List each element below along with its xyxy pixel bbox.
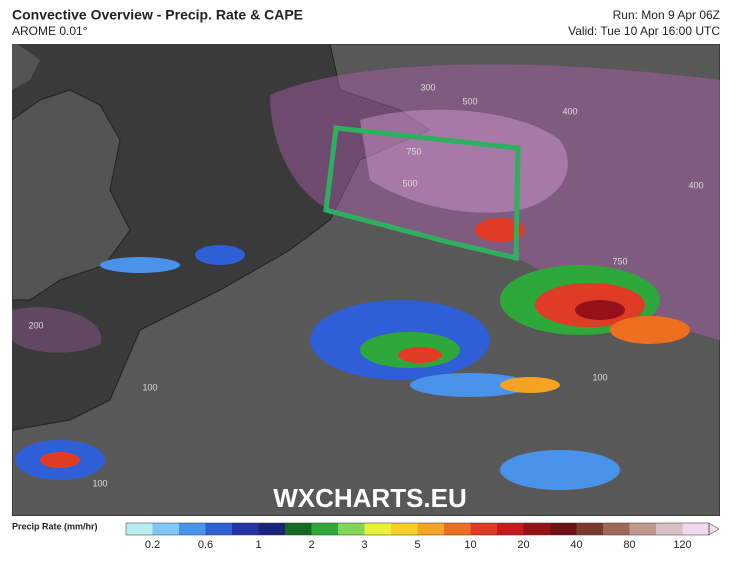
colorbar-tick-label: 0.2 <box>145 539 160 551</box>
contour-label: 100 <box>142 382 157 392</box>
colorbar-tick-label: 80 <box>623 539 635 551</box>
risk-box <box>323 125 521 262</box>
colorbar-tick-label: 120 <box>673 539 691 551</box>
colorbar-tick-label: 20 <box>517 539 529 551</box>
precip <box>15 218 690 490</box>
colorbar-swatch <box>205 523 233 535</box>
colorbar-swatch <box>470 523 498 535</box>
contour-label: 100 <box>92 478 107 488</box>
land <box>12 89 131 301</box>
colorbar-swatch <box>444 523 471 535</box>
colorbar-tick-label: 10 <box>464 539 476 551</box>
colorbar-swatch <box>311 523 339 535</box>
colorbar-swatch <box>550 523 577 535</box>
colorbar-tick-label: 2 <box>308 539 314 551</box>
colorbar-swatch <box>576 523 604 535</box>
contour-label: 500 <box>402 178 417 188</box>
model: AROME 0.01° <box>12 24 88 38</box>
colorbar-swatch <box>682 523 710 535</box>
colorbar: 0.2 0.6 1 2 3 5 10 20 40 80 120 <box>125 522 720 551</box>
valid: Valid: Tue 10 Apr 16:00 UTC <box>568 24 720 38</box>
colorbar-swatch <box>232 523 259 535</box>
colorbar-swatch <box>417 523 445 535</box>
colorbar-swatch <box>126 523 153 535</box>
colorbar-label: Precip Rate (mm/hr) <box>12 521 98 531</box>
colorbar-swatch <box>391 523 418 535</box>
contour-label: 300 <box>420 82 435 92</box>
contour-label: 750 <box>612 256 627 266</box>
contour-label: 400 <box>562 106 577 116</box>
colorbar-swatch <box>603 523 630 535</box>
colorbar-tick-label: 1 <box>255 539 261 551</box>
colorbar-swatch <box>179 523 206 535</box>
contour-label: 500 <box>462 96 477 106</box>
land <box>12 44 40 90</box>
contour-label: 100 <box>592 372 607 382</box>
run: Run: Mon 9 Apr 06Z <box>613 8 720 22</box>
colorbar-swatch <box>656 523 683 535</box>
colorbar-swatch <box>364 523 392 535</box>
contour-label: 200 <box>28 320 43 330</box>
colorbar-swatch <box>285 523 312 535</box>
title: Convective Overview - Precip. Rate & CAP… <box>12 7 303 23</box>
colorbar-swatch <box>258 523 286 535</box>
contour-label: 750 <box>406 146 421 156</box>
colorbar-swatch <box>152 523 180 535</box>
colorbar-swatch <box>497 523 524 535</box>
land <box>12 44 720 516</box>
cape-area <box>12 307 102 353</box>
colorbar-tick-label: 40 <box>570 539 582 551</box>
contour-label: 400 <box>688 180 703 190</box>
colorbar-tick-label: 5 <box>414 539 420 551</box>
map: 300 500 400 750 500 400 750 100 200 100 100 WXCHAR… <box>12 44 720 516</box>
colorbar-swatch <box>629 523 657 535</box>
colorbar-tick-label: 3 <box>361 539 367 551</box>
watermark: WXCHARTS.EU <box>273 483 467 513</box>
colorbar-swatch <box>523 523 551 535</box>
colorbar-frame <box>125 522 710 536</box>
colorbar-tick-label: 0.6 <box>198 539 213 551</box>
colorbar-swatch <box>338 523 365 535</box>
